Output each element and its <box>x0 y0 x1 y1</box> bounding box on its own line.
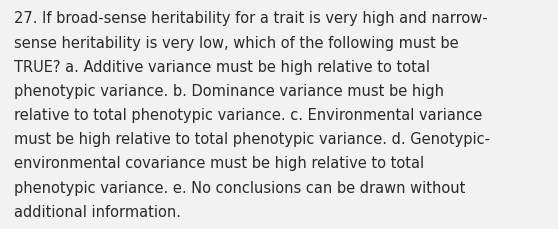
Text: TRUE? a. Additive variance must be high relative to total: TRUE? a. Additive variance must be high … <box>14 60 430 74</box>
Text: additional information.: additional information. <box>14 204 181 219</box>
Text: sense heritability is very low, which of the following must be: sense heritability is very low, which of… <box>14 35 459 50</box>
Text: phenotypic variance. e. No conclusions can be drawn without: phenotypic variance. e. No conclusions c… <box>14 180 465 195</box>
Text: environmental covariance must be high relative to total: environmental covariance must be high re… <box>14 156 424 171</box>
Text: phenotypic variance. b. Dominance variance must be high: phenotypic variance. b. Dominance varian… <box>14 84 444 98</box>
Text: must be high relative to total phenotypic variance. d. Genotypic-: must be high relative to total phenotypi… <box>14 132 490 147</box>
Text: relative to total phenotypic variance. c. Environmental variance: relative to total phenotypic variance. c… <box>14 108 482 123</box>
Text: 27. If broad-sense heritability for a trait is very high and narrow-: 27. If broad-sense heritability for a tr… <box>14 11 488 26</box>
